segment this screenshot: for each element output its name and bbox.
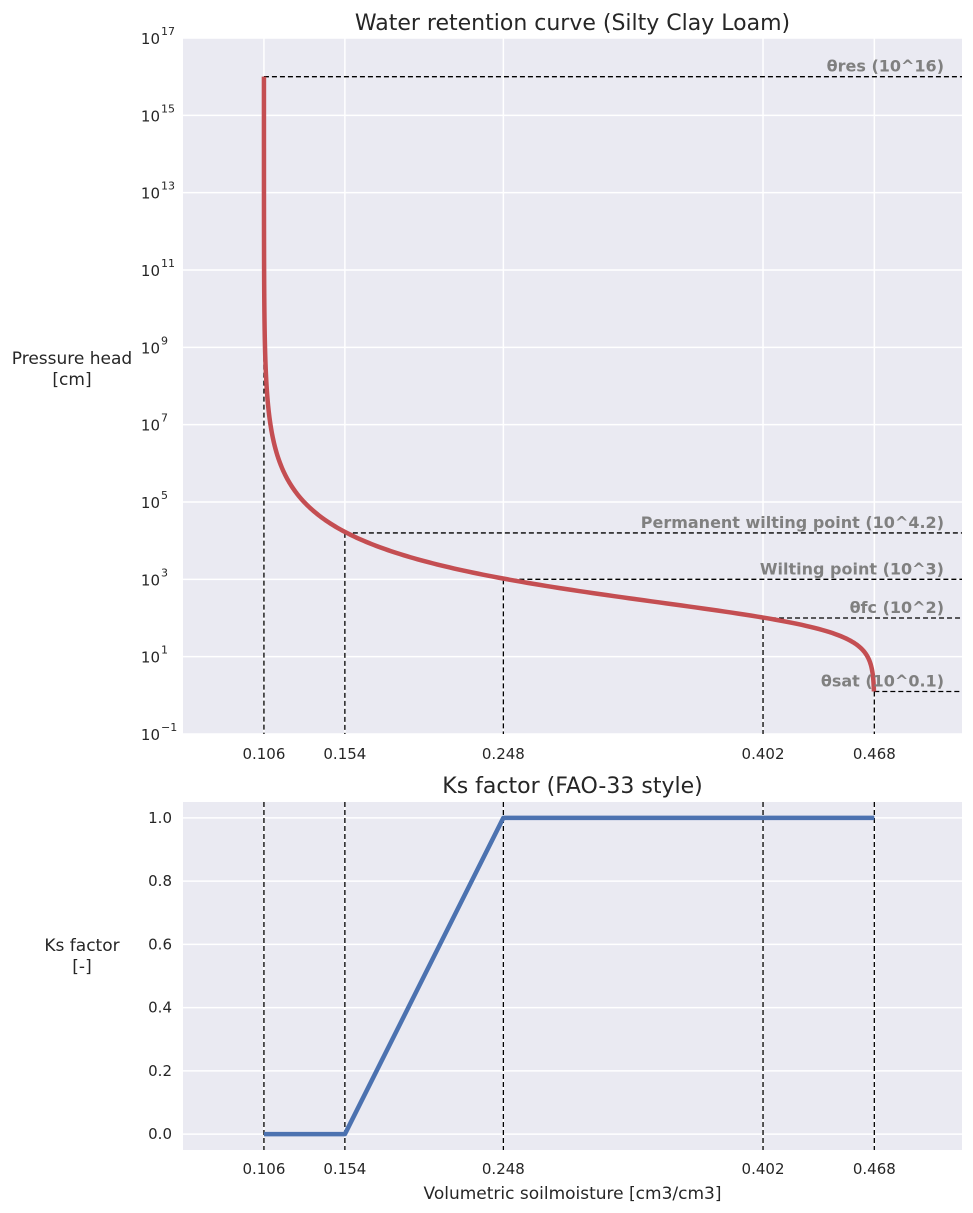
ks-y-tick-label: 0.6 — [148, 935, 172, 953]
ks-x-tick-label: 0.468 — [853, 1160, 896, 1178]
retention-x-tick-label: 0.468 — [853, 745, 896, 763]
ks-y-tick-labels: 0.0 0.2 0.4 0.6 0.8 1.0 — [148, 809, 172, 1143]
ks-chart: 0.00.20.40.60.81.0 0.106 0.154 0.248 0.402 0… — [44, 774, 962, 1204]
ks-y-tick-label: 0.4 — [148, 999, 172, 1017]
retention-x-tick-label: 0.248 — [482, 745, 525, 763]
retention-point-annotation: θres (10^16) — [827, 57, 944, 76]
ks-y-tick-label: 1.0 — [148, 809, 172, 827]
retention-y-axis-label: Pressure head [cm] — [12, 349, 132, 390]
ks-x-tick-label: 0.154 — [323, 1160, 366, 1178]
retention-y-tick-label: 10 — [141, 494, 160, 512]
retention-x-tick-label: 0.154 — [323, 745, 366, 763]
retention-y-tick-label: 10 — [141, 185, 160, 203]
ks-y-tick-label: 0.0 — [148, 1125, 172, 1143]
ks-y-tick-label: 0.2 — [148, 1062, 172, 1080]
ks-chart-title: Ks factor (FAO-33 style) — [442, 774, 702, 799]
retention-y-tick-exponent: −1 — [161, 721, 177, 734]
retention-y-tick-label: 10 — [141, 571, 160, 589]
retention-reference-lines — [263, 76, 962, 734]
ks-y-axis-label: Ks factor [-] — [44, 936, 119, 977]
retention-y-tick-exponent: 9 — [161, 334, 168, 347]
ks-x-axis-label: Volumetric soilmoisture [cm3/cm3] — [424, 1184, 722, 1204]
retention-x-tick-label: 0.106 — [242, 745, 285, 763]
ks-factor-line — [263, 815, 875, 1137]
retention-y-tick-label: 10 — [141, 262, 160, 280]
retention-y-tick-label: 10 — [141, 649, 160, 667]
retention-y-tick-exponent: 1 — [161, 644, 168, 657]
ks-x-tick-labels: 0.106 0.154 0.248 0.402 0.468 — [242, 1160, 895, 1178]
retention-y-tick-label: 10 — [141, 726, 160, 744]
retention-y-tick-exponent: 7 — [161, 412, 168, 425]
retention-y-tick-exponent: 13 — [161, 180, 175, 193]
retention-y-tick-exponent: 5 — [161, 489, 168, 502]
ks-x-tick-label: 0.402 — [742, 1160, 785, 1178]
ks-x-tick-label: 0.106 — [242, 1160, 285, 1178]
retention-annotations: θres (10^16) Permanent wilting point (10^… — [641, 57, 944, 691]
ks-plot-area — [183, 802, 962, 1150]
ks-x-tick-label: 0.248 — [482, 1160, 525, 1178]
ks-y-tick-label: 0.8 — [148, 872, 172, 890]
retention-point-annotation: θfc (10^2) — [850, 598, 944, 617]
retention-y-tick-label: 10 — [141, 107, 160, 125]
retention-y-tick-label: 10 — [141, 417, 160, 435]
retention-y-tick-label: 10 — [141, 30, 160, 48]
retention-y-tick-label: 10 — [141, 339, 160, 357]
retention-x-tick-labels: 0.106 0.154 0.248 0.402 0.468 — [242, 745, 895, 763]
retention-y-tick-exponent: 3 — [161, 566, 168, 579]
retention-plot-area — [183, 38, 962, 734]
retention-point-annotation: Wilting point (10^3) — [760, 559, 944, 578]
retention-y-tick-exponent: 15 — [161, 102, 175, 115]
retention-y-tick-exponent: 11 — [161, 257, 175, 270]
retention-chart-title: Water retention curve (Silty Clay Loam) — [355, 11, 790, 36]
retention-curve-line — [261, 75, 877, 693]
retention-point-annotation: Permanent wilting point (10^4.2) — [641, 513, 944, 532]
retention-point-annotation: θsat (10^0.1) — [821, 671, 944, 690]
ks-reference-lines — [263, 802, 875, 1150]
retention-y-tick-exponent: 17 — [161, 25, 175, 38]
retention-x-tick-label: 0.402 — [742, 745, 785, 763]
retention-chart: θres (10^16) Permanent wilting point (10^… — [12, 11, 962, 763]
